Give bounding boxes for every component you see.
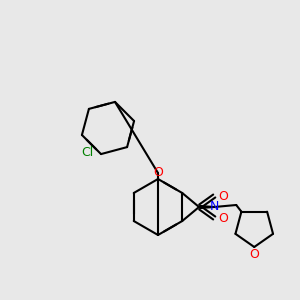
Text: O: O — [218, 212, 228, 224]
Text: N: N — [210, 200, 219, 214]
Text: O: O — [249, 248, 259, 261]
Text: O: O — [153, 167, 163, 179]
Text: Cl: Cl — [81, 146, 93, 159]
Text: O: O — [218, 190, 228, 202]
